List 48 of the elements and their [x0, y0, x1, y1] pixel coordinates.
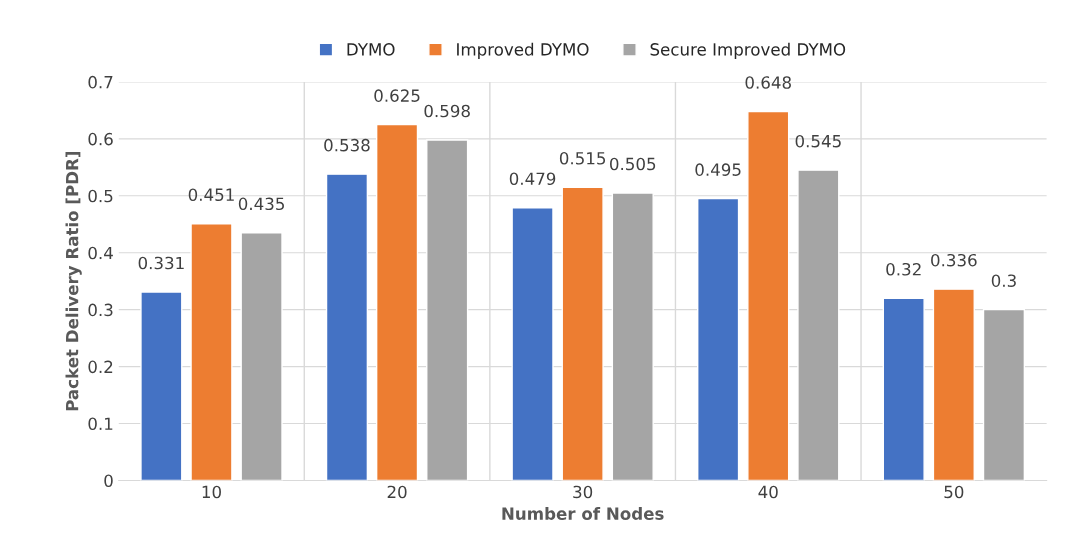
data-label: 0.495	[695, 163, 741, 176]
bar	[611, 192, 654, 481]
data-label: 0.32	[886, 262, 921, 276]
bar	[240, 232, 283, 481]
data-label: 0.451	[188, 188, 234, 202]
y-tick-label: 0.7	[88, 75, 113, 89]
x-tick-label: 50	[944, 485, 964, 499]
data-label: 0.598	[424, 104, 470, 118]
y-tick-label: 0.3	[88, 303, 113, 317]
y-tick-label: 0	[104, 474, 113, 488]
x-tick-label: 30	[573, 485, 593, 499]
legend-label: Secure Improved DYMO	[650, 42, 846, 59]
data-label: 0.545	[795, 134, 841, 148]
data-label: 0.331	[138, 256, 184, 270]
bar	[882, 297, 925, 481]
data-label: 0.625	[374, 89, 420, 102]
y-tick-label: 0.1	[88, 417, 113, 431]
y-tick-label: 0.5	[88, 189, 113, 203]
data-label: 0.505	[610, 157, 656, 171]
bar	[932, 288, 975, 481]
x-tick-label: 20	[387, 485, 407, 499]
y-tick-label: 0.2	[88, 360, 113, 374]
y-tick-label: 0.4	[88, 246, 113, 260]
bar	[140, 291, 183, 481]
bar	[426, 139, 469, 481]
bar	[325, 173, 369, 481]
bar	[561, 186, 604, 481]
bar	[375, 123, 419, 481]
data-label: 0.435	[238, 197, 284, 211]
y-tick-label: 0.6	[88, 132, 113, 146]
data-label: 0.648	[745, 76, 791, 89]
legend-label: Improved DYMO	[457, 42, 589, 59]
data-label: 0.336	[931, 253, 977, 267]
bar	[797, 169, 840, 481]
data-label: 0.479	[509, 172, 556, 186]
x-tick-label: 40	[758, 485, 778, 499]
x-tick-label: 10	[202, 485, 221, 499]
bar	[511, 207, 554, 481]
data-label: 0.538	[324, 138, 370, 152]
data-label: 0.515	[559, 151, 606, 165]
bar	[747, 110, 790, 481]
x-axis-title: Number of Nodes	[502, 507, 664, 520]
data-label: 0.3	[991, 274, 1016, 287]
bar	[190, 222, 233, 481]
bar	[982, 308, 1026, 481]
legend-label: DYMO	[347, 43, 395, 56]
bar	[697, 197, 740, 481]
y-axis-title: Packet Delivery Ratio [PDR]	[65, 151, 82, 411]
